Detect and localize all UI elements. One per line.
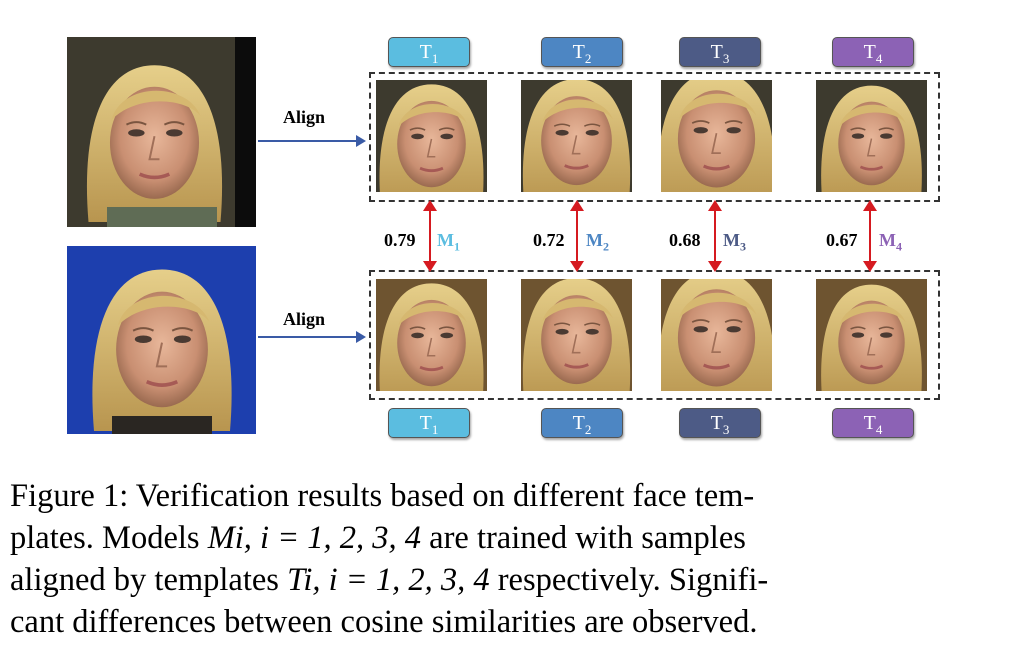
model-label-m3: M3 (723, 230, 746, 254)
similarity-arrow-m1 (423, 200, 437, 272)
aligned-row-bottom (369, 270, 940, 400)
similarity-score-m4: 0.67 (826, 230, 858, 250)
similarity-arrow-m3 (708, 200, 722, 272)
model-label-m1: M1 (437, 230, 460, 254)
aligned-face-top-t2 (521, 80, 632, 192)
aligned-face-bottom-t1 (376, 279, 487, 391)
aligned-face-bottom-t4 (816, 279, 927, 391)
align-label-top: Align (283, 107, 326, 127)
similarity-score-m2: 0.72 (533, 230, 565, 250)
aligned-face-top-t4 (816, 80, 927, 192)
aligned-face-bottom-t2 (521, 279, 632, 391)
caption-line-3: aligned by templates Ti, i = 1, 2, 3, 4 … (10, 562, 769, 598)
similarity-arrow-m4 (863, 200, 877, 272)
model-label-m4: M4 (879, 230, 902, 254)
template-badge-t4-top: T4 (832, 37, 914, 67)
similarity-arrow-m2 (570, 200, 584, 272)
template-badge-t3-bottom: T3 (679, 408, 761, 438)
align-arrow-top (258, 135, 366, 147)
template-badge-t2-top: T2 (541, 37, 623, 67)
template-badge-t2-bottom: T2 (541, 408, 623, 438)
source-face-photo-top (67, 37, 256, 227)
template-badge-t4-bottom: T4 (832, 408, 914, 438)
caption-line-4: cant differences between cosine similari… (10, 604, 758, 640)
align-label-bottom: Align (283, 309, 326, 329)
aligned-face-bottom-t3 (661, 279, 772, 391)
similarity-score-m1: 0.79 (384, 230, 416, 250)
aligned-face-top-t1 (376, 80, 487, 192)
model-label-m2: M2 (586, 230, 609, 254)
align-arrow-bottom (258, 331, 366, 343)
caption-line-1: Figure 1: Verification results based on … (10, 478, 755, 514)
aligned-row-top (369, 72, 940, 202)
caption-line-2: plates. Models Mi, i = 1, 2, 3, 4 are tr… (10, 520, 746, 556)
aligned-face-top-t3 (661, 80, 772, 192)
similarity-score-m3: 0.68 (669, 230, 701, 250)
figure-caption: Figure 1: Verification results based on … (10, 475, 1000, 643)
template-badge-t3-top: T3 (679, 37, 761, 67)
source-face-photo-bottom (67, 246, 256, 434)
template-badge-t1-top: T1 (388, 37, 470, 67)
template-badge-t1-bottom: T1 (388, 408, 470, 438)
